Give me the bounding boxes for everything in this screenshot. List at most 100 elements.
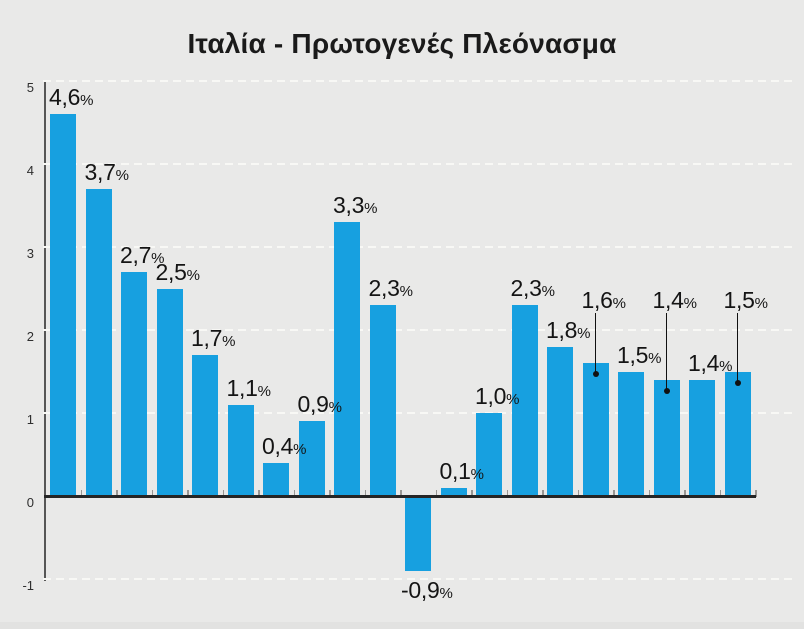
bar-value-number: 0,1 <box>439 457 471 484</box>
bar-value-number: 1,6 <box>581 287 613 313</box>
x-axis-tick <box>471 490 473 497</box>
bar-value-number: 1,4 <box>688 349 720 376</box>
percent-sign: % <box>754 295 768 312</box>
y-axis-tick-label: 2 <box>26 329 34 344</box>
x-axis-tick <box>364 490 367 497</box>
bar-value-number: 2,3 <box>368 275 400 302</box>
x-axis-tick <box>613 490 615 497</box>
gridline-4 <box>43 163 793 165</box>
percent-sign: % <box>257 382 271 400</box>
percent-sign: % <box>648 349 662 367</box>
percent-sign: % <box>364 200 378 218</box>
percent-sign: % <box>80 92 94 110</box>
bar <box>369 305 396 496</box>
bar <box>121 271 147 496</box>
y-axis-tick-label: 5 <box>26 80 34 95</box>
bar <box>511 305 538 496</box>
percent-sign: % <box>541 283 555 301</box>
bar <box>476 413 502 496</box>
bar <box>298 421 325 496</box>
bar <box>724 371 751 496</box>
x-axis-tick <box>435 490 438 497</box>
bar-value-number: 1,4 <box>652 287 684 313</box>
bar-value-label: 3,7% <box>85 160 129 188</box>
label-leader-dot <box>663 387 670 394</box>
bar-value-number: 1,8 <box>546 316 578 343</box>
gridline-3 <box>43 246 793 248</box>
bar-value-label: 2,5% <box>156 260 200 288</box>
bar-value-label: 1,7% <box>191 326 235 354</box>
bar-value-number: 1,7 <box>191 324 223 351</box>
percent-sign: % <box>293 440 307 458</box>
x-axis-tick <box>222 490 225 497</box>
bar-value-label: 1,5% <box>724 288 768 316</box>
bar <box>334 222 360 496</box>
bar-value-label: 2,7% <box>120 243 164 271</box>
bar-value-number: 1,1 <box>226 374 258 401</box>
y-axis-tick-label: 4 <box>26 163 34 178</box>
bar-value-number: 4,6 <box>49 84 81 111</box>
bar-value-label: 1,0% <box>475 384 519 412</box>
bar-value-number: 2,5 <box>155 258 187 285</box>
bar <box>582 363 609 496</box>
bar-value-label: 0,4% <box>262 434 306 462</box>
x-axis-tick <box>80 490 83 497</box>
bar-value-label: 1,8% <box>546 318 590 346</box>
bar-value-label: 4,6% <box>49 85 93 113</box>
x-axis-tick <box>542 490 544 497</box>
bar-value-label: -0,9% <box>401 576 453 606</box>
x-axis-tick <box>400 490 402 497</box>
bar-value-number: 0,4 <box>262 432 294 459</box>
bar <box>85 188 112 496</box>
chart-title: Ιταλία - Πρωτογενές Πλεόνασμα <box>187 28 617 59</box>
label-leader-line <box>666 313 668 391</box>
percent-sign: % <box>719 357 733 375</box>
percent-sign: % <box>151 249 165 267</box>
x-axis-tick <box>329 490 331 497</box>
x-axis-tick <box>719 490 722 497</box>
bar <box>192 354 218 496</box>
bar <box>50 114 76 496</box>
bar-value-label: 3,3% <box>333 193 377 221</box>
bar-value-number: -0,9 <box>401 576 440 603</box>
label-leader-line <box>595 313 597 375</box>
percent-sign: % <box>470 465 484 483</box>
x-axis-tick <box>151 490 154 497</box>
bar <box>689 379 715 496</box>
bar <box>618 371 644 496</box>
bar <box>156 288 183 496</box>
bar <box>263 462 289 496</box>
x-axis-tick <box>293 490 296 497</box>
x-axis-baseline <box>44 495 756 498</box>
gridline-1 <box>43 412 793 414</box>
percent-sign: % <box>328 399 342 417</box>
percent-sign: % <box>612 295 626 312</box>
percent-sign: % <box>683 295 697 312</box>
bar-value-number: 1,5 <box>723 287 755 313</box>
percent-sign: % <box>115 166 129 184</box>
bar-value-label: 1,4% <box>653 288 697 316</box>
x-axis-tick <box>684 490 686 497</box>
label-leader-line <box>737 313 739 383</box>
percent-sign: % <box>439 584 453 602</box>
bar <box>440 487 467 496</box>
bar-value-number: 1,5 <box>617 341 649 368</box>
bar-value-label: 0,9% <box>298 392 342 420</box>
bar-value-label: 0,1% <box>440 459 484 487</box>
label-leader-dot <box>592 371 599 378</box>
gridline-2 <box>43 329 793 331</box>
bar-value-label: 1,5% <box>617 343 661 371</box>
bar-value-number: 3,3 <box>333 192 365 219</box>
bar-value-label: 2,3% <box>511 276 555 304</box>
bar-value-number: 1,0 <box>475 383 507 409</box>
label-leader-dot <box>734 379 741 386</box>
bar-value-label: 1,4% <box>688 351 732 379</box>
x-axis-tick <box>648 490 651 497</box>
bar-value-label: 1,6% <box>582 288 626 316</box>
bar <box>405 497 431 571</box>
percent-sign: % <box>222 332 236 350</box>
gridline-5 <box>43 80 793 82</box>
gridline--1 <box>43 578 793 580</box>
bar-value-label: 2,3% <box>369 276 413 304</box>
